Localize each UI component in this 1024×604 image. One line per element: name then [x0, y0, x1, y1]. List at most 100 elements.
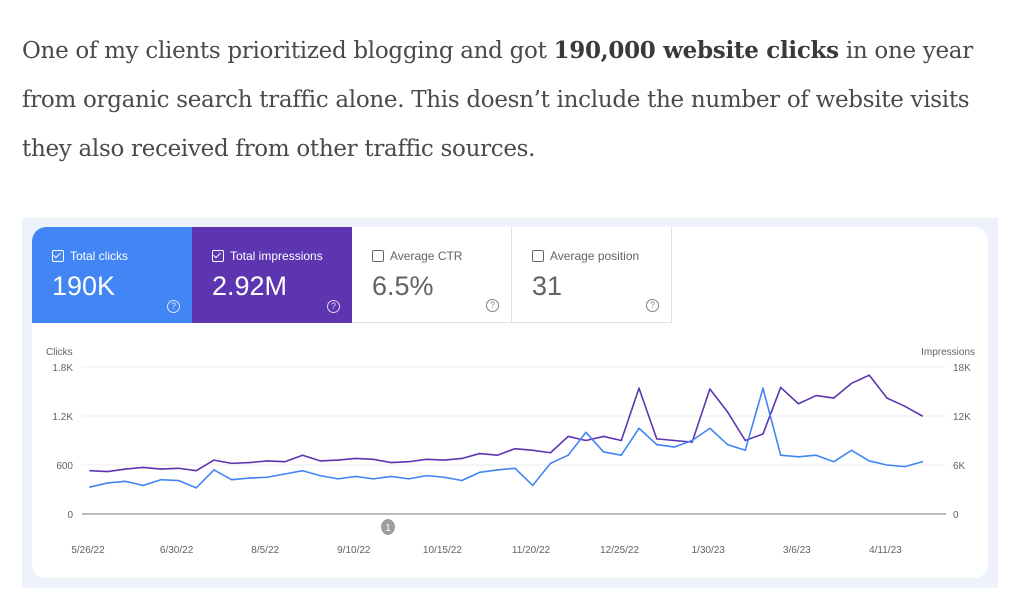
data-point [195, 487, 198, 489]
data-point [779, 386, 782, 389]
data-point [815, 454, 817, 457]
data-point [142, 484, 144, 487]
data-point [850, 382, 853, 385]
data-point [230, 462, 233, 465]
data-point [443, 476, 446, 479]
data-point [319, 460, 322, 462]
data-point [726, 443, 729, 446]
data-point [833, 460, 835, 463]
data-point [407, 460, 410, 463]
right-tick-label: 6K [953, 461, 966, 472]
series-line-total-impressions [89, 374, 923, 473]
x-tick-label: 12/25/22 [600, 545, 639, 556]
data-point [89, 469, 91, 472]
data-point [89, 486, 91, 488]
right-tick-label: 12K [953, 412, 971, 423]
tile-total-clicks[interactable]: Total clicks 190K ? [32, 227, 192, 323]
data-point [160, 468, 162, 470]
tile-value: 6.5% [372, 271, 434, 301]
data-point [903, 405, 906, 408]
data-point [230, 478, 233, 481]
question-circle-icon[interactable]: ? [167, 300, 180, 313]
data-point [443, 459, 446, 461]
data-point [266, 460, 268, 462]
data-point [762, 433, 764, 435]
data-point [301, 469, 304, 472]
data-point [478, 471, 481, 474]
x-tick-label: 10/15/22 [423, 545, 462, 556]
data-point [868, 460, 871, 462]
checkbox-checked-icon[interactable] [52, 250, 64, 262]
data-point [620, 439, 623, 442]
data-point [815, 394, 817, 397]
data-point [496, 469, 499, 471]
data-point [213, 469, 215, 471]
data-point [638, 387, 640, 390]
question-circle-icon[interactable]: ? [486, 299, 499, 312]
data-point [124, 468, 127, 470]
data-point [390, 461, 392, 464]
tile-label: Total impressions [230, 249, 323, 263]
x-tick-label: 6/30/22 [160, 545, 194, 556]
tile-average-position[interactable]: Average position 31 ? [512, 227, 672, 323]
tile-label: Average position [550, 249, 640, 263]
left-axis-label: Clicks [46, 347, 73, 358]
article-paragraph: One of my clients prioritized blogging a… [22, 26, 1012, 174]
data-point [461, 479, 463, 482]
data-point [372, 478, 375, 480]
question-circle-icon[interactable]: ? [646, 299, 659, 312]
data-point [602, 451, 605, 453]
data-point [496, 454, 499, 457]
data-point [124, 480, 127, 483]
annotation-marker-label: 1 [385, 523, 391, 534]
x-tick-label: 9/10/22 [337, 545, 371, 556]
tile-average-ctr[interactable]: Average CTR 6.5% ? [352, 227, 512, 323]
data-point [655, 438, 658, 440]
tile-value: 2.92M [212, 271, 288, 301]
data-point [106, 470, 109, 473]
tile-total-impressions[interactable]: Total impressions 2.92M ? [192, 227, 352, 323]
data-point [549, 462, 552, 465]
data-point [797, 402, 800, 405]
data-point [620, 454, 623, 457]
paragraph-text-end: in one year from organic search traffic … [22, 38, 973, 162]
data-point [319, 474, 322, 477]
data-point [284, 473, 286, 475]
data-point [407, 478, 410, 480]
data-point [390, 475, 392, 478]
data-point [567, 454, 569, 457]
data-point [655, 443, 658, 446]
data-point [248, 477, 251, 479]
data-point [709, 427, 711, 430]
data-point [514, 447, 516, 450]
x-tick-label: 11/20/22 [512, 545, 551, 556]
data-point [177, 479, 180, 482]
data-point [425, 458, 428, 461]
data-point [886, 464, 888, 466]
data-point [709, 388, 711, 390]
performance-card: Total clicks 190K ? Total impressions 2.… [32, 227, 988, 578]
annotation-marker[interactable]: 1 [381, 519, 395, 535]
data-point [797, 456, 800, 458]
data-point [833, 397, 835, 399]
paragraph-text: One of my clients prioritized blogging a… [22, 38, 554, 64]
data-point [284, 460, 286, 463]
data-point [177, 467, 180, 470]
question-circle-icon[interactable]: ? [327, 300, 340, 313]
x-tick-label: 8/5/22 [251, 545, 279, 556]
data-point [425, 474, 428, 477]
data-point [195, 469, 198, 472]
right-tick-label: 0 [953, 510, 959, 521]
data-point [921, 415, 924, 417]
data-point [886, 397, 888, 399]
tile-label: Average CTR [390, 249, 463, 263]
checkbox-unchecked-icon[interactable] [372, 250, 384, 262]
paragraph-bold-text: 190,000 website clicks [553, 37, 840, 64]
data-point [585, 439, 587, 442]
left-tick-label: 600 [56, 461, 73, 472]
right-tick-label: 18K [953, 363, 971, 374]
checkbox-unchecked-icon[interactable] [532, 250, 544, 262]
checkbox-checked-icon[interactable] [212, 250, 224, 262]
data-point [602, 435, 605, 438]
